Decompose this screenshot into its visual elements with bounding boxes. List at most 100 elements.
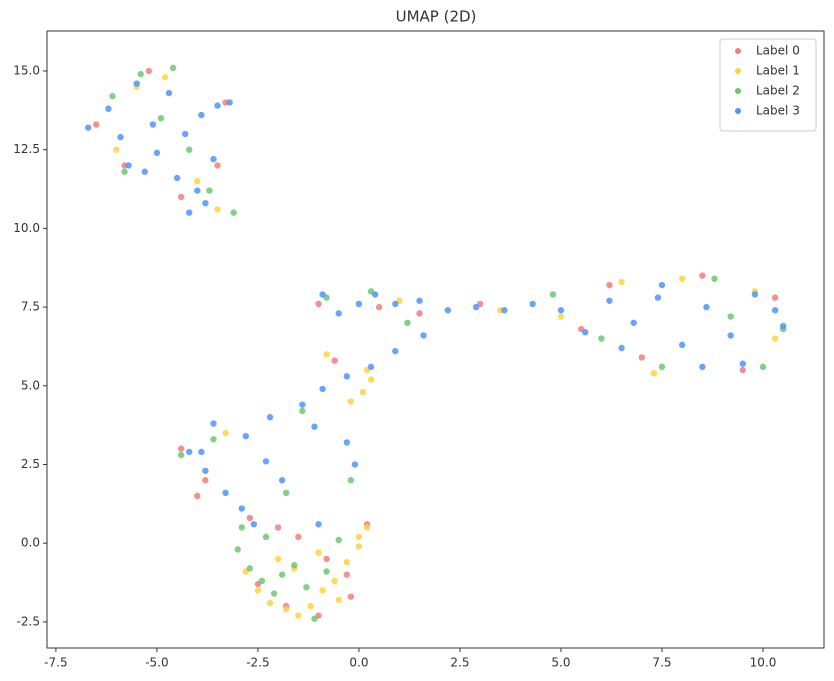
point bbox=[274, 555, 282, 563]
point bbox=[367, 363, 375, 371]
legend-label: Label 0 bbox=[756, 44, 800, 58]
point bbox=[295, 612, 302, 619]
point bbox=[375, 303, 383, 311]
point bbox=[85, 124, 92, 131]
point bbox=[278, 571, 286, 578]
point bbox=[727, 313, 734, 320]
x-tick-label: 10.0 bbox=[750, 656, 777, 670]
point bbox=[392, 300, 399, 308]
point bbox=[234, 546, 241, 553]
point bbox=[186, 448, 193, 456]
point bbox=[283, 489, 290, 497]
legend-marker bbox=[735, 48, 741, 54]
point bbox=[238, 505, 245, 512]
point bbox=[230, 209, 237, 216]
point bbox=[779, 322, 787, 330]
point bbox=[194, 177, 201, 185]
point bbox=[751, 291, 759, 298]
point bbox=[210, 436, 217, 443]
point bbox=[739, 360, 746, 367]
point bbox=[404, 319, 411, 327]
point bbox=[270, 590, 278, 597]
point bbox=[278, 477, 286, 484]
y-tick-label: 12.5 bbox=[13, 142, 40, 156]
point bbox=[347, 477, 355, 484]
point bbox=[355, 533, 363, 541]
y-tick-label: 10.0 bbox=[13, 221, 40, 235]
x-tick-label: 0.0 bbox=[349, 656, 368, 670]
x-tick-label: 5.0 bbox=[551, 656, 570, 670]
point bbox=[202, 467, 209, 474]
point bbox=[246, 565, 254, 572]
point bbox=[444, 307, 452, 314]
point bbox=[125, 162, 132, 169]
point bbox=[262, 458, 270, 465]
point bbox=[331, 357, 338, 364]
point bbox=[141, 168, 148, 175]
y-tick-label: 15.0 bbox=[13, 63, 40, 77]
point bbox=[363, 524, 371, 531]
point bbox=[295, 533, 302, 541]
point bbox=[105, 105, 112, 112]
y-tick-label: 0.0 bbox=[21, 536, 40, 550]
point bbox=[343, 373, 351, 380]
legend-marker bbox=[735, 68, 741, 74]
chart-title: UMAP (2D) bbox=[396, 8, 477, 26]
point bbox=[658, 363, 666, 371]
point bbox=[181, 130, 189, 138]
point bbox=[392, 347, 399, 355]
point bbox=[557, 307, 565, 314]
point bbox=[355, 543, 363, 550]
point bbox=[222, 429, 229, 437]
point bbox=[222, 489, 229, 497]
point bbox=[299, 407, 306, 415]
point bbox=[266, 599, 274, 607]
point bbox=[242, 432, 249, 440]
point bbox=[678, 341, 686, 349]
point bbox=[654, 294, 662, 301]
y-tick-label: -2.5 bbox=[17, 614, 40, 628]
point bbox=[557, 313, 565, 320]
point bbox=[582, 329, 589, 336]
point bbox=[315, 521, 322, 528]
x-tick-label: -5.0 bbox=[145, 656, 168, 670]
x-tick-label: -2.5 bbox=[246, 656, 269, 670]
point bbox=[149, 121, 157, 128]
point bbox=[214, 102, 221, 109]
point bbox=[416, 310, 423, 317]
point bbox=[331, 577, 338, 585]
point bbox=[650, 369, 658, 377]
point bbox=[202, 199, 209, 207]
point bbox=[161, 74, 169, 81]
point bbox=[177, 445, 185, 452]
point bbox=[214, 162, 221, 169]
point bbox=[638, 354, 645, 361]
x-tick-label: -7.5 bbox=[44, 656, 67, 670]
point bbox=[210, 420, 217, 427]
point bbox=[658, 281, 666, 289]
point bbox=[311, 423, 318, 430]
point bbox=[93, 121, 100, 128]
x-tick-label: 7.5 bbox=[652, 656, 671, 670]
point bbox=[238, 524, 245, 531]
point bbox=[771, 307, 779, 314]
point bbox=[630, 319, 637, 327]
legend-label: Label 3 bbox=[756, 104, 800, 118]
point bbox=[472, 303, 480, 311]
point bbox=[343, 439, 351, 446]
point bbox=[739, 366, 746, 374]
legend-label: Label 2 bbox=[756, 84, 800, 98]
point bbox=[618, 344, 625, 352]
point bbox=[121, 168, 128, 175]
point bbox=[319, 291, 326, 298]
point bbox=[699, 363, 706, 371]
point bbox=[771, 335, 779, 342]
point bbox=[323, 351, 330, 358]
point bbox=[699, 272, 706, 279]
y-tick-label: 5.0 bbox=[21, 378, 40, 392]
point bbox=[678, 275, 686, 282]
plot-frame bbox=[46, 30, 825, 649]
point bbox=[351, 461, 359, 468]
point bbox=[198, 111, 205, 119]
